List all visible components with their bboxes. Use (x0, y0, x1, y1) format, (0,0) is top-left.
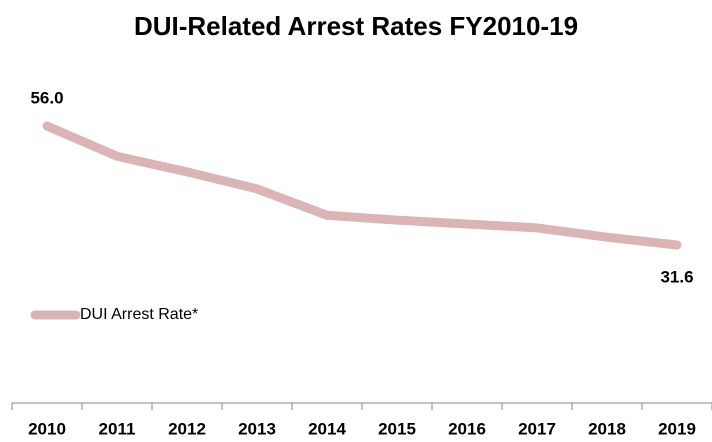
x-tick-label: 2015 (378, 419, 416, 438)
x-tick-label: 2016 (448, 419, 486, 438)
chart-title: DUI-Related Arrest Rates FY2010-19 (134, 11, 578, 41)
legend-label: DUI Arrest Rate* (80, 306, 198, 323)
x-tick-label: 2014 (308, 419, 346, 438)
x-tick-label: 2017 (518, 419, 556, 438)
x-tick-label: 2010 (28, 419, 66, 438)
data-label: 31.6 (660, 267, 693, 286)
x-tick-label: 2018 (588, 419, 626, 438)
data-line (42, 121, 682, 250)
x-tick-label: 2013 (238, 419, 276, 438)
data-label: 56.0 (30, 88, 63, 107)
x-tick-label: 2019 (658, 419, 696, 438)
x-tick-label: 2012 (168, 419, 206, 438)
x-tick-label: 2011 (99, 419, 136, 438)
